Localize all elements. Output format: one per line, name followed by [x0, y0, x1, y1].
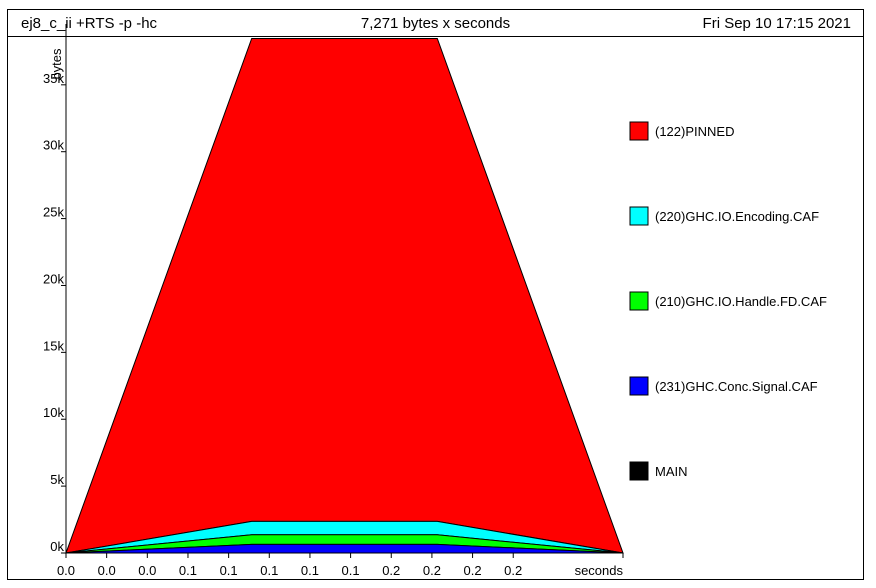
y-tick-label: 20k [43, 271, 64, 286]
total-label: 7,271 bytes x seconds [360, 15, 511, 32]
x-tick-label: 0.2 [504, 563, 522, 578]
y-tick-label: 25k [43, 205, 64, 220]
x-tick-label: 0.1 [301, 563, 319, 578]
date-label: Fri Sep 10 17:15 2021 [702, 15, 851, 32]
y-axis-label: bytes [49, 48, 64, 80]
y-tick-label: 35k [43, 71, 64, 86]
profile-frame: ej8_c_ii +RTS -p -hc 7,271 bytes x secon… [7, 9, 864, 580]
x-tick-label: 0.1 [220, 563, 238, 578]
legend-label: (231)GHC.Conc.Signal.CAF [655, 379, 818, 394]
x-tick-label: 0.1 [260, 563, 278, 578]
x-tick-label: 0.0 [98, 563, 116, 578]
x-tick-label: 0.0 [138, 563, 156, 578]
x-tick-label: 0.0 [57, 563, 75, 578]
x-tick-label: 0.2 [382, 563, 400, 578]
legend-label: MAIN [655, 464, 688, 479]
legend-swatch [629, 121, 649, 141]
y-tick-label: 30k [43, 138, 64, 153]
x-tick-label: 0.1 [342, 563, 360, 578]
y-tick-label: 15k [43, 338, 64, 353]
legend-label: (220)GHC.IO.Encoding.CAF [655, 209, 819, 224]
legend-swatch [629, 376, 649, 396]
program-label: ej8_c_ii +RTS -p -hc [21, 15, 158, 32]
legend-label: (122)PINNED [655, 124, 734, 139]
x-axis-label: seconds [575, 563, 624, 578]
y-tick-label: 10k [43, 405, 64, 420]
x-tick-label: 0.2 [423, 563, 441, 578]
x-tick-label: 0.2 [464, 563, 482, 578]
legend-swatch [629, 291, 649, 311]
header-bar: ej8_c_ii +RTS -p -hc 7,271 bytes x secon… [8, 10, 863, 37]
legend-swatch [629, 206, 649, 226]
legend-swatch [629, 461, 649, 481]
y-tick-label: 0k [50, 539, 64, 554]
x-tick-label: 0.1 [179, 563, 197, 578]
y-tick-label: 5k [50, 472, 64, 487]
area-122-pinned [65, 38, 624, 554]
legend-label: (210)GHC.IO.Handle.FD.CAF [655, 294, 827, 309]
